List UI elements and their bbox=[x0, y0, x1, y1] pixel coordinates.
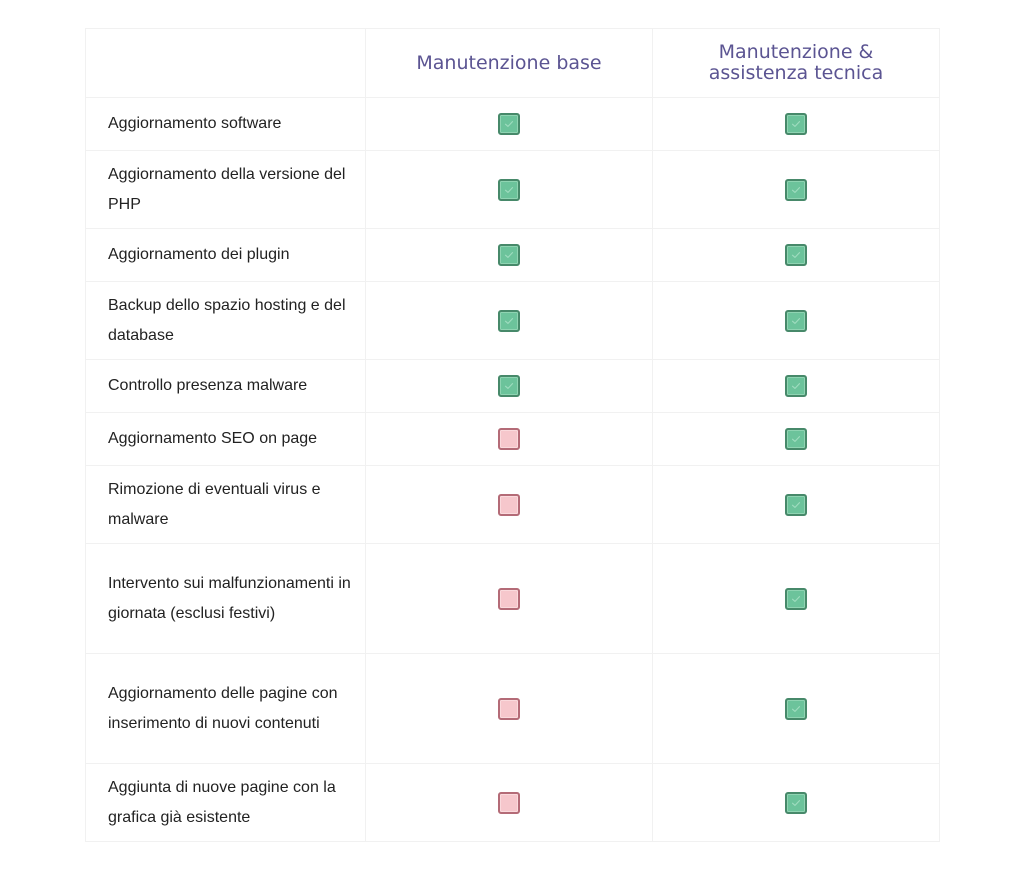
feature-label: Backup dello spazio hosting e del databa… bbox=[85, 281, 366, 360]
check-included-icon bbox=[785, 113, 807, 135]
check-included-icon bbox=[785, 493, 807, 516]
not-included-icon bbox=[498, 428, 520, 450]
cell-plan-base bbox=[365, 465, 653, 544]
not-included-icon bbox=[498, 587, 520, 610]
check-included-icon bbox=[498, 178, 520, 201]
plan-title: Manutenzione & assistenza tecnica bbox=[708, 41, 884, 84]
table-body: Aggiornamento software Aggiornamento dell… bbox=[85, 97, 940, 842]
feature-column-header bbox=[85, 28, 366, 98]
cell-plan-assistenza bbox=[652, 281, 940, 360]
cell-plan-base bbox=[365, 359, 653, 413]
check-included-icon bbox=[785, 309, 807, 332]
check-included-icon bbox=[498, 113, 520, 135]
cell-plan-assistenza bbox=[652, 543, 940, 654]
cell-plan-base bbox=[365, 97, 653, 151]
cell-plan-base bbox=[365, 412, 653, 466]
table-header-row: Manutenzione base Manutenzione & assiste… bbox=[85, 28, 940, 98]
cell-plan-assistenza bbox=[652, 412, 940, 466]
feature-label: Rimozione di eventuali virus e malware bbox=[85, 465, 366, 544]
table-row: Aggiornamento dei plugin bbox=[85, 228, 940, 282]
check-included-icon bbox=[498, 375, 520, 397]
check-included-icon bbox=[785, 587, 807, 610]
cell-plan-base bbox=[365, 653, 653, 764]
comparison-table: Manutenzione base Manutenzione & assiste… bbox=[85, 28, 940, 842]
table-row: Aggiornamento della versione del PHP bbox=[85, 150, 940, 229]
table-row: Aggiornamento SEO on page bbox=[85, 412, 940, 466]
not-included-icon bbox=[498, 791, 520, 814]
cell-plan-base bbox=[365, 228, 653, 282]
check-included-icon bbox=[498, 244, 520, 266]
check-included-icon bbox=[498, 309, 520, 332]
check-included-icon bbox=[785, 244, 807, 266]
feature-label: Aggiornamento della versione del PHP bbox=[85, 150, 366, 229]
check-included-icon bbox=[785, 178, 807, 201]
check-included-icon bbox=[785, 791, 807, 814]
feature-label: Intervento sui malfunzionamenti in giorn… bbox=[85, 543, 366, 654]
feature-label: Aggiornamento delle pagine con inserimen… bbox=[85, 653, 366, 764]
check-included-icon bbox=[785, 375, 807, 397]
feature-label: Aggiornamento software bbox=[85, 97, 366, 151]
table-row: Aggiornamento delle pagine con inserimen… bbox=[85, 653, 940, 764]
table-row: Controllo presenza malware bbox=[85, 359, 940, 413]
cell-plan-assistenza bbox=[652, 653, 940, 764]
cell-plan-assistenza bbox=[652, 359, 940, 413]
cell-plan-assistenza bbox=[652, 228, 940, 282]
cell-plan-assistenza bbox=[652, 763, 940, 842]
cell-plan-base bbox=[365, 150, 653, 229]
table-row: Aggiornamento software bbox=[85, 97, 940, 151]
feature-label: Aggiornamento dei plugin bbox=[85, 228, 366, 282]
not-included-icon bbox=[498, 697, 520, 720]
feature-label: Controllo presenza malware bbox=[85, 359, 366, 413]
table-row: Backup dello spazio hosting e del databa… bbox=[85, 281, 940, 360]
plan-title: Manutenzione base bbox=[416, 51, 602, 74]
check-included-icon bbox=[785, 428, 807, 450]
cell-plan-assistenza bbox=[652, 465, 940, 544]
table-row: Aggiunta di nuove pagine con la grafica … bbox=[85, 763, 940, 842]
cell-plan-base bbox=[365, 281, 653, 360]
cell-plan-base bbox=[365, 543, 653, 654]
cell-plan-assistenza bbox=[652, 150, 940, 229]
cell-plan-base bbox=[365, 763, 653, 842]
feature-label: Aggiornamento SEO on page bbox=[85, 412, 366, 466]
table-row: Rimozione di eventuali virus e malware bbox=[85, 465, 940, 544]
feature-label: Aggiunta di nuove pagine con la grafica … bbox=[85, 763, 366, 842]
cell-plan-assistenza bbox=[652, 97, 940, 151]
check-included-icon bbox=[785, 697, 807, 720]
plan-header-assistenza: Manutenzione & assistenza tecnica bbox=[652, 28, 940, 98]
not-included-icon bbox=[498, 493, 520, 516]
table-row: Intervento sui malfunzionamenti in giorn… bbox=[85, 543, 940, 654]
plan-header-base: Manutenzione base bbox=[365, 28, 653, 98]
